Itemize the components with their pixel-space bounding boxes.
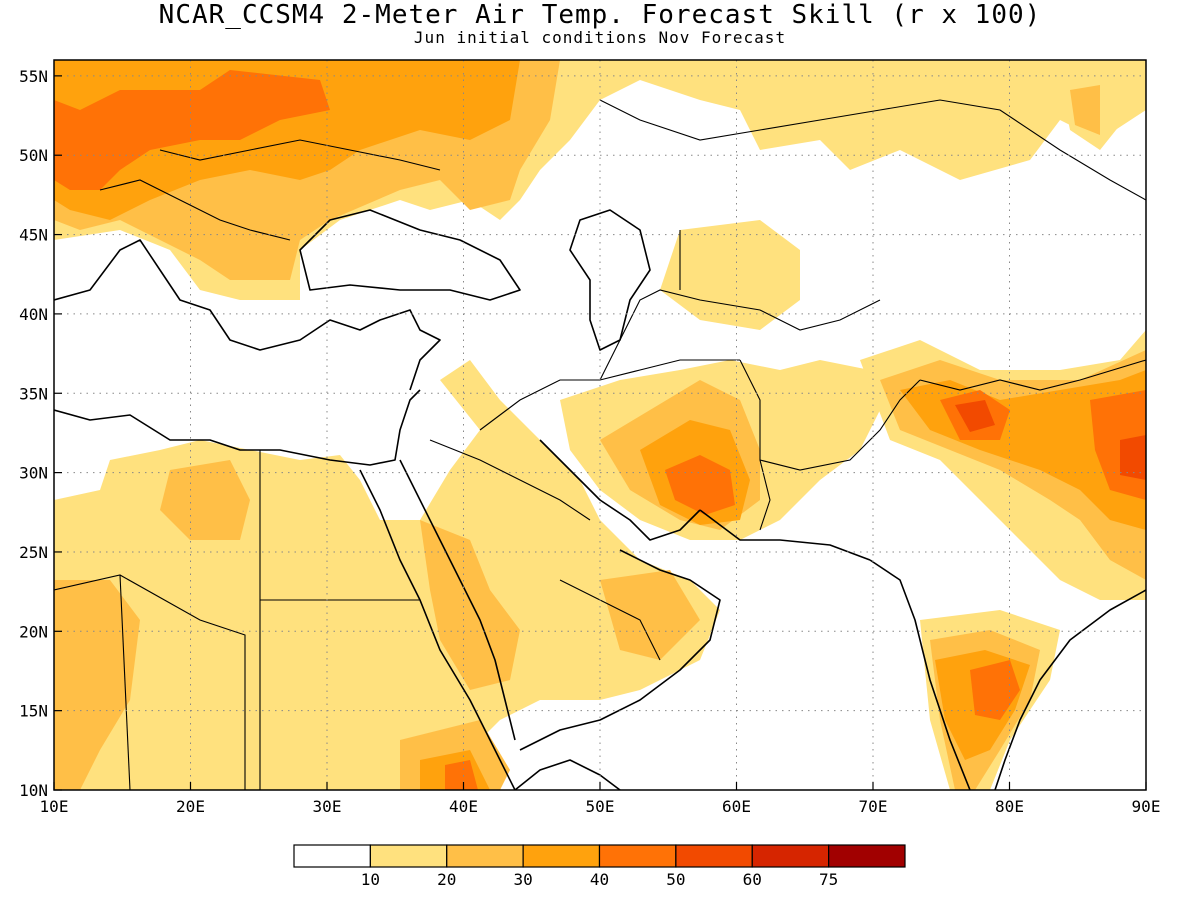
legend-label: 30 bbox=[513, 870, 532, 889]
lat-tick-label: 30N bbox=[19, 464, 48, 483]
lon-tick-label: 20E bbox=[176, 797, 205, 816]
lon-tick-label: 80E bbox=[995, 797, 1024, 816]
lon-tick-label: 10E bbox=[40, 797, 69, 816]
lon-tick-label: 30E bbox=[313, 797, 342, 816]
legend-label: 75 bbox=[819, 870, 838, 889]
legend-swatch bbox=[675, 844, 753, 868]
lat-tick-label: 10N bbox=[19, 781, 48, 800]
latitude-tick-labels: 10N 15N 20N 25N 30N 35N 40N 45N 50N 55N bbox=[19, 67, 62, 800]
legend-swatch bbox=[522, 844, 601, 868]
lat-tick-label: 50N bbox=[19, 146, 48, 165]
legend-label: 10 bbox=[361, 870, 380, 889]
lat-tick-label: 15N bbox=[19, 702, 48, 721]
lat-tick-label: 45N bbox=[19, 226, 48, 245]
legend-swatch bbox=[446, 844, 524, 868]
lat-tick-label: 35N bbox=[19, 384, 48, 403]
legend-swatch bbox=[369, 844, 448, 868]
legend-label: 20 bbox=[437, 870, 456, 889]
legend-swatch bbox=[751, 844, 830, 868]
map-title: NCAR_CCSM4 2-Meter Air Temp. Forecast Sk… bbox=[158, 0, 1042, 30]
coastline-lines bbox=[54, 209, 1146, 790]
map-gridlines bbox=[54, 60, 1146, 790]
lon-tick-label: 60E bbox=[722, 797, 751, 816]
legend-swatch bbox=[598, 844, 677, 868]
lon-tick-label: 70E bbox=[859, 797, 888, 816]
lat-tick-label: 25N bbox=[19, 543, 48, 562]
lon-tick-label: 90E bbox=[1132, 797, 1161, 816]
legend-label: 40 bbox=[590, 870, 609, 889]
legend-label: 60 bbox=[743, 870, 762, 889]
lat-tick-label: 40N bbox=[19, 305, 48, 324]
legend-label: 50 bbox=[666, 870, 685, 889]
longitude-tick-labels: 10E 20E 30E 40E 50E 60E 70E 80E 90E bbox=[40, 782, 1161, 816]
map-subtitle: Jun initial conditions Nov Forecast bbox=[413, 28, 787, 47]
country-borders bbox=[54, 99, 1146, 790]
legend-swatch bbox=[828, 844, 906, 868]
legend-swatch bbox=[293, 844, 371, 868]
lon-tick-label: 50E bbox=[586, 797, 615, 816]
lat-tick-label: 20N bbox=[19, 622, 48, 641]
color-legend: 10 20 30 40 50 60 75 bbox=[293, 844, 906, 889]
lon-tick-label: 40E bbox=[449, 797, 478, 816]
lat-tick-label: 55N bbox=[19, 67, 48, 86]
